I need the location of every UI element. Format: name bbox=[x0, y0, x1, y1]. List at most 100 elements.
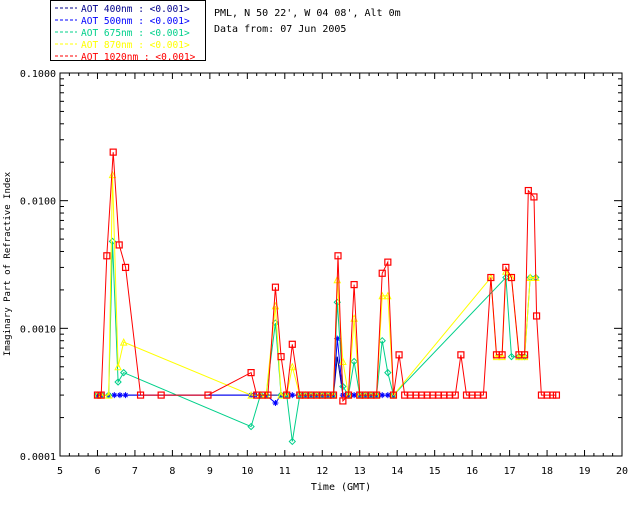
legend: AOT 400nm : <0.001> AOT 500nm : <0.001> AO… bbox=[50, 0, 206, 63]
x-tick-label: 12 bbox=[316, 466, 328, 477]
legend-label: AOT 1020nm : <0.001> bbox=[81, 52, 196, 62]
x-tick-label: 5 bbox=[57, 466, 63, 477]
data-point bbox=[289, 392, 296, 399]
x-tick-label: 18 bbox=[541, 466, 553, 477]
data-point bbox=[350, 281, 358, 289]
x-tick-label: 20 bbox=[616, 466, 628, 477]
data-point bbox=[97, 391, 105, 399]
legend-entries: AOT 400nm : <0.001>AOT 500nm : <0.001>AO… bbox=[55, 4, 196, 63]
data-point bbox=[119, 368, 128, 377]
data-point bbox=[283, 391, 291, 399]
data-point bbox=[395, 351, 403, 359]
series-2 bbox=[93, 237, 540, 446]
x-axis-label: Time (GMT) bbox=[311, 482, 371, 493]
data-point bbox=[515, 352, 523, 361]
data-point bbox=[329, 391, 338, 399]
legend-label: AOT 500nm : <0.001> bbox=[81, 16, 190, 27]
data-point bbox=[389, 391, 398, 399]
y-tick-label: 0.1000 bbox=[20, 69, 56, 80]
data-point bbox=[524, 186, 532, 195]
y-tick-label: 0.0001 bbox=[20, 452, 56, 463]
data-point bbox=[532, 312, 541, 320]
x-tick-label: 15 bbox=[429, 466, 441, 477]
data-point bbox=[277, 353, 285, 361]
series-layer bbox=[93, 148, 561, 446]
data-point bbox=[264, 391, 272, 399]
y-tick-label: 0.0100 bbox=[20, 197, 56, 208]
data-point bbox=[94, 392, 101, 399]
y-axis-label: Imaginary Part of Refractive Index bbox=[3, 171, 13, 356]
date-info: Data from: 07 Jun 2005 bbox=[214, 24, 347, 35]
x-tick-label: 13 bbox=[354, 466, 366, 477]
data-point bbox=[334, 335, 341, 342]
series-line bbox=[97, 241, 536, 442]
data-point bbox=[136, 391, 145, 399]
data-point bbox=[451, 391, 459, 399]
data-point bbox=[288, 437, 297, 446]
x-tick-label: 14 bbox=[391, 466, 403, 477]
data-point bbox=[271, 283, 280, 291]
data-point bbox=[384, 392, 391, 399]
data-point bbox=[204, 391, 212, 399]
data-point bbox=[111, 392, 118, 399]
data-point bbox=[549, 391, 557, 399]
data-point bbox=[384, 258, 392, 266]
data-point bbox=[344, 391, 353, 399]
x-axis: 5 6 7 8 9 10 11 12 13 14 15 16 17 18 19 20 bbox=[57, 73, 628, 477]
data-point bbox=[492, 352, 501, 361]
series-line bbox=[97, 174, 536, 397]
x-tick-label: 8 bbox=[169, 466, 175, 477]
x-tick-label: 16 bbox=[466, 466, 478, 477]
x-tick-label: 17 bbox=[504, 466, 516, 477]
data-point bbox=[247, 369, 255, 377]
plot-frame bbox=[59, 72, 623, 457]
data-point bbox=[334, 252, 342, 260]
site-info: PML, N 50 22', W 04 08', Alt 0m bbox=[214, 8, 401, 19]
data-point bbox=[116, 392, 123, 399]
data-point bbox=[121, 263, 130, 272]
series-4 bbox=[93, 148, 561, 405]
y-tick-label: 0.0010 bbox=[20, 324, 56, 335]
data-point bbox=[339, 397, 347, 405]
data-point bbox=[520, 352, 529, 361]
data-point bbox=[498, 352, 506, 361]
series-3 bbox=[93, 170, 540, 399]
data-point bbox=[109, 148, 117, 156]
data-point bbox=[157, 391, 165, 399]
data-point bbox=[272, 400, 279, 407]
data-point bbox=[114, 378, 122, 386]
data-point bbox=[277, 390, 285, 399]
data-point bbox=[114, 362, 122, 371]
data-point bbox=[457, 351, 465, 359]
data-point bbox=[507, 273, 516, 282]
x-tick-label: 6 bbox=[94, 466, 100, 477]
data-point bbox=[384, 368, 392, 377]
data-point bbox=[379, 392, 386, 399]
data-point bbox=[526, 273, 535, 282]
data-point bbox=[351, 392, 358, 399]
legend-label: AOT 675nm : <0.001> bbox=[81, 28, 190, 39]
data-point bbox=[520, 351, 529, 359]
x-tick-label: 11 bbox=[279, 466, 291, 477]
legend-label: AOT 400nm : <0.001> bbox=[81, 4, 190, 15]
data-point bbox=[479, 391, 487, 399]
legend-label: AOT 870nm : <0.001> bbox=[81, 40, 190, 51]
data-point bbox=[122, 392, 129, 399]
data-point bbox=[487, 273, 495, 282]
data-point bbox=[247, 422, 255, 431]
x-tick-label: 9 bbox=[207, 466, 213, 477]
data-point bbox=[247, 390, 255, 399]
x-tick-label: 10 bbox=[241, 466, 253, 477]
data-point bbox=[378, 269, 386, 277]
data-point bbox=[104, 390, 113, 399]
data-point bbox=[288, 362, 297, 371]
data-point bbox=[350, 357, 358, 366]
data-point bbox=[103, 252, 111, 260]
y-axis: 0.0001 0.0010 0.0100 0.1000 bbox=[20, 69, 622, 463]
data-point bbox=[108, 170, 117, 179]
x-tick-label: 19 bbox=[579, 466, 591, 477]
data-point bbox=[115, 241, 123, 249]
data-point bbox=[507, 352, 516, 361]
data-point bbox=[552, 391, 561, 399]
